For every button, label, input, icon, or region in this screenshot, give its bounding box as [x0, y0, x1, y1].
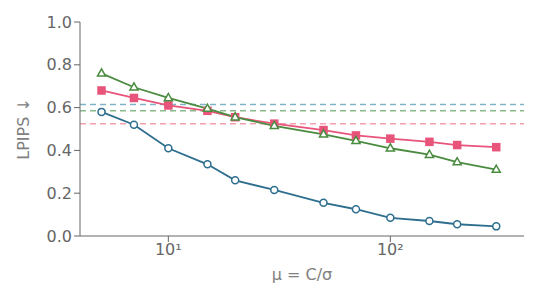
svg-text:0.8: 0.8	[47, 55, 72, 74]
svg-text:0.2: 0.2	[47, 184, 72, 203]
svg-text:0.0: 0.0	[47, 227, 72, 246]
svg-text:0.4: 0.4	[47, 141, 72, 160]
svg-text:1.0: 1.0	[47, 13, 72, 32]
svg-text:μ = C/σ: μ = C/σ	[272, 265, 332, 284]
svg-text:10¹: 10¹	[155, 240, 182, 259]
svg-text:0.6: 0.6	[47, 98, 72, 117]
svg-text:10²: 10²	[377, 240, 404, 259]
svg-text:LPIPS ↓: LPIPS ↓	[14, 98, 33, 160]
